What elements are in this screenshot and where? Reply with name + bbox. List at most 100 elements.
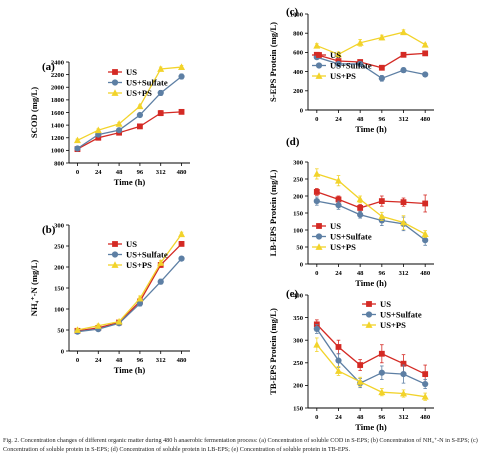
data-point — [422, 371, 429, 377]
legend-label: US+PS — [330, 71, 356, 81]
x-tick-label: 0 — [315, 414, 319, 421]
y-tick-label: 250 — [293, 360, 304, 367]
data-point — [178, 73, 185, 80]
y-axis-title: S-EPS Protein (mg/L) — [268, 22, 278, 102]
x-tick-label: 24 — [95, 357, 102, 364]
data-point — [400, 389, 408, 397]
data-point — [356, 39, 364, 46]
data-point — [378, 198, 385, 204]
data-point — [357, 211, 364, 218]
chart-panel: (b) 0 50 100 150 200 250 300 0 24 48 96 312 480 Time (… — [29, 222, 190, 375]
legend-label: US+Sulfate — [330, 61, 372, 71]
series-line — [77, 233, 183, 331]
y-tick-label: 200 — [293, 88, 304, 95]
series-us — [313, 188, 429, 213]
data-point — [335, 202, 342, 209]
data-point — [335, 357, 342, 364]
series-line — [316, 323, 426, 375]
y-tick-label: 2000 — [51, 85, 65, 92]
y-tick-label: 1000 — [51, 148, 65, 155]
y-tick-label: 2400 — [51, 59, 65, 66]
x-tick-label: 312 — [156, 357, 167, 364]
legend-marker — [366, 301, 372, 307]
x-tick-label: 48 — [357, 414, 364, 421]
x-tick-label: 312 — [399, 414, 410, 421]
legend-label: US+Sulfate — [126, 78, 168, 88]
data-point — [178, 255, 185, 262]
series-sulfate — [313, 323, 429, 389]
panel-label: (e) — [286, 288, 299, 300]
x-tick-label: 96 — [137, 357, 144, 364]
x-tick-label: 480 — [420, 270, 431, 277]
series-ps — [313, 337, 429, 401]
data-point — [157, 89, 164, 97]
y-axis-title: NH₄⁺-N (mg/L) — [29, 260, 39, 317]
data-point — [378, 369, 385, 376]
legend-label: US+Sulfate — [126, 250, 168, 260]
data-point — [378, 212, 386, 220]
legend-marker — [315, 72, 323, 79]
x-axis-title: Time (h) — [355, 422, 387, 432]
data-point — [313, 325, 320, 332]
data-point — [136, 102, 144, 110]
series-ps — [73, 63, 186, 144]
data-point — [94, 322, 102, 329]
y-tick-label: 100 — [293, 227, 304, 234]
legend-marker — [111, 261, 119, 268]
legend-marker — [315, 233, 323, 240]
data-point — [74, 145, 81, 152]
data-point — [334, 367, 342, 374]
data-point — [400, 371, 407, 378]
data-point — [157, 259, 165, 266]
x-tick-label: 48 — [116, 357, 123, 364]
x-tick-label: 24 — [335, 270, 342, 277]
data-point — [313, 341, 321, 348]
data-point — [400, 199, 407, 206]
y-tick-label: 2200 — [51, 72, 65, 79]
y-axis-title: SCOD (mg/L) — [29, 87, 39, 138]
legend-marker — [365, 321, 373, 328]
legend-label: US+PS — [126, 260, 152, 270]
y-tick-label: 0 — [300, 261, 304, 268]
data-point — [400, 28, 408, 36]
data-point — [357, 205, 364, 211]
y-tick-label: 250 — [293, 176, 304, 183]
data-point — [422, 71, 429, 78]
data-point — [178, 108, 185, 115]
y-tick-label: 400 — [293, 69, 304, 76]
series-ps — [313, 168, 429, 238]
chart-panel: (d) 0 50 100 150 200 250 300 0 24 48 96 312 480 Time (… — [268, 136, 434, 288]
data-point — [400, 67, 407, 74]
series-line — [77, 76, 182, 150]
y-tick-label: 150 — [293, 210, 304, 217]
data-point — [178, 230, 186, 238]
data-point — [378, 33, 386, 41]
x-tick-label: 0 — [76, 357, 80, 364]
y-tick-label: 350 — [293, 315, 304, 322]
y-tick-label: 800 — [54, 160, 65, 167]
data-point — [357, 60, 364, 68]
x-tick-label: 480 — [177, 357, 188, 364]
chart-panel: (c) 0 200 400 600 800 1000 0 24 48 96 312 480 Time (h… — [268, 6, 434, 134]
x-tick-label: 96 — [379, 414, 386, 421]
data-point — [95, 134, 102, 141]
series-line — [316, 56, 426, 80]
x-tick-label: 48 — [116, 169, 123, 176]
series-line — [316, 173, 426, 235]
data-point — [400, 51, 407, 58]
data-point — [422, 380, 429, 388]
y-tick-label: 1400 — [51, 122, 65, 129]
data-point — [178, 63, 186, 70]
y-tick-label: 800 — [293, 31, 304, 38]
series-ps — [313, 28, 429, 58]
data-point — [335, 344, 342, 350]
y-tick-label: 100 — [54, 306, 65, 313]
data-point — [421, 393, 429, 400]
data-point — [421, 230, 429, 237]
panel-label: (c) — [286, 6, 299, 18]
data-point — [334, 177, 342, 184]
series-line — [316, 191, 426, 209]
legend-label: US — [126, 67, 137, 77]
x-tick-label: 96 — [379, 116, 386, 123]
